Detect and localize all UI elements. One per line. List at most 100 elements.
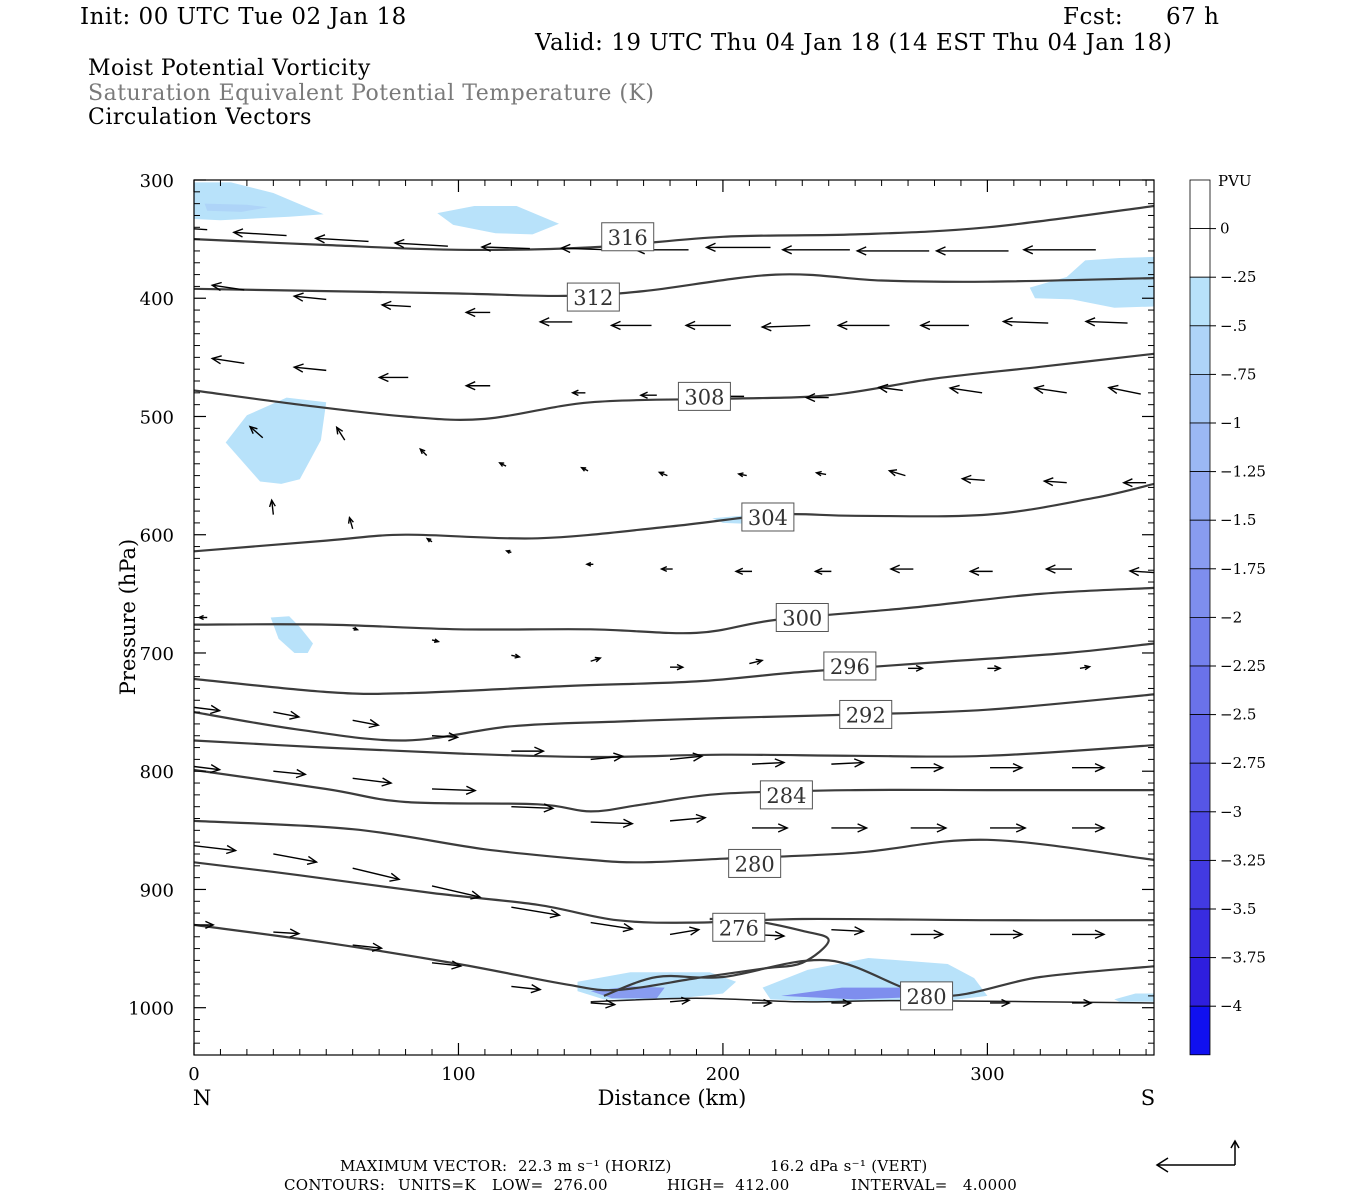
vector-arrow-101: [669, 926, 701, 936]
vector-arrow-112: [590, 999, 617, 1009]
colorbar-swatch-4: [1189, 373, 1211, 424]
vector-arrow-106: [1072, 929, 1106, 940]
vector-arrow-21: [919, 320, 969, 331]
contour-line-0: [194, 204, 1154, 252]
vector-arrow-114: [752, 998, 773, 1008]
vector-arrow-111: [511, 983, 542, 994]
vector-arrow-15: [464, 307, 491, 318]
colorbar-level-label-12: −3: [1220, 803, 1242, 821]
vector-arrow-108: [273, 928, 301, 938]
vector-arrow-7: [704, 242, 771, 253]
colorbar-swatch-15: [1189, 908, 1211, 958]
field-title-vectors: Circulation Vectors: [88, 105, 312, 130]
contour-label-1: 312: [573, 286, 613, 310]
colorbar-level-label-10: −2.5: [1220, 706, 1256, 724]
colorbar-level-label-3: −.75: [1220, 365, 1256, 383]
vector-arrow-2: [313, 234, 369, 244]
vector-arrow-28: [570, 389, 586, 397]
vector-arrow-13: [292, 292, 327, 302]
vector-arrow-77: [669, 752, 704, 762]
vector-arrow-23: [1084, 317, 1128, 327]
vector-arrow-60: [197, 614, 208, 621]
colorbar-swatch-10: [1189, 665, 1211, 715]
vector-arrow-8: [780, 245, 850, 255]
vector-arrow-57: [968, 566, 993, 576]
colorbar-level-label-14: −3.5: [1220, 900, 1256, 918]
y-tick-label-800: 800: [140, 762, 174, 783]
vector-arrow-62: [431, 638, 441, 643]
vector-arrow-85: [352, 777, 393, 787]
x-tick-label-0: 0: [188, 1064, 199, 1085]
pv-region-2: [437, 206, 559, 235]
vector-arrow-47: [1121, 478, 1147, 488]
vector-arrow-64: [590, 656, 602, 663]
vector-arrow-79: [831, 758, 866, 768]
vector-arrow-36: [248, 425, 264, 439]
vector-arrow-34: [1033, 384, 1067, 394]
contour-label-3: 304: [748, 506, 788, 530]
vector-arrow-94: [1072, 823, 1106, 833]
contours-units: UNITS=K: [398, 1176, 476, 1194]
vector-arrow-39: [498, 462, 507, 467]
forecast-label: Fcst:: [1063, 4, 1124, 30]
vector-arrow-24: [210, 355, 245, 365]
colorbar-swatch-3: [1189, 325, 1211, 375]
contour-label-box-4: [775, 603, 829, 632]
vector-arrow-80: [910, 762, 945, 773]
vector-arrow-84: [273, 768, 307, 779]
vector-arrow-11: [1022, 245, 1096, 255]
contour-line-7: [194, 739, 1154, 759]
vector-arrow-55: [813, 567, 832, 576]
contour-label-6: 292: [846, 703, 886, 727]
y-tick-label-500: 500: [140, 407, 174, 428]
vector-arrow-81: [990, 762, 1024, 773]
vector-arrow-52: [585, 561, 594, 567]
vector-arrow-35: [1107, 384, 1141, 395]
colorbar-level-label-11: −2.75: [1220, 754, 1266, 772]
vector-arrow-86: [431, 785, 477, 795]
contour-line-9: [194, 819, 1154, 864]
contour-label-box-8: [759, 780, 813, 810]
vector-arrow-40: [580, 466, 589, 472]
vector-arrow-83: [194, 764, 222, 774]
colorbar-unit: PVU: [1218, 172, 1252, 190]
vector-arrow-4: [480, 242, 530, 252]
y-tick-label-900: 900: [140, 880, 174, 901]
contour-label-box-5: [823, 651, 877, 681]
vector-arrow-26: [377, 372, 409, 383]
surface-line: [590, 997, 1154, 1004]
pv-region-0: [194, 182, 324, 221]
vector-arrow-32: [877, 383, 903, 394]
vector-arrow-105: [990, 929, 1024, 940]
contour-labels: 316 312 308 304 300 296 292 284 280 276 280: [566, 222, 954, 1011]
vector-arrow-71: [194, 704, 222, 715]
contour-label-box-12: [900, 981, 954, 1011]
contour-line-4: [194, 586, 1154, 635]
vector-arrow-54: [734, 567, 753, 576]
contour-label-box-9: [728, 848, 782, 878]
contour-label-box-2: [677, 381, 731, 411]
vector-arrow-70: [1079, 664, 1092, 671]
reference-vector-icon: [1155, 1139, 1240, 1173]
vector-arrow-98: [431, 885, 482, 900]
y-tick-label-400: 400: [140, 289, 174, 310]
vector-arrow-46: [1042, 477, 1067, 487]
y-axis-label: Pressure (hPa): [116, 539, 140, 695]
vector-arrow-93: [990, 823, 1027, 833]
vector-arrow-118: [1072, 998, 1093, 1008]
contour-line-6: [194, 693, 1154, 742]
forecast-hours: 67 h: [1166, 4, 1220, 30]
vector-arrow-1: [232, 228, 287, 238]
field-title-theta-es: Saturation Equivalent Potential Temperat…: [88, 81, 655, 106]
contour-label-5: 296: [830, 655, 870, 679]
x-tick-label-100: 100: [441, 1064, 475, 1085]
vector-arrow-17: [609, 320, 652, 331]
contours-interval: INTERVAL= 4.0000: [851, 1176, 1018, 1194]
vector-arrow-63: [511, 653, 522, 659]
vector-arrow-87: [511, 803, 555, 813]
colorbar-swatch-16: [1189, 957, 1211, 1007]
vector-arrow-51: [504, 549, 512, 555]
vector-arrow-113: [669, 996, 691, 1005]
vector-arrow-91: [831, 823, 869, 833]
